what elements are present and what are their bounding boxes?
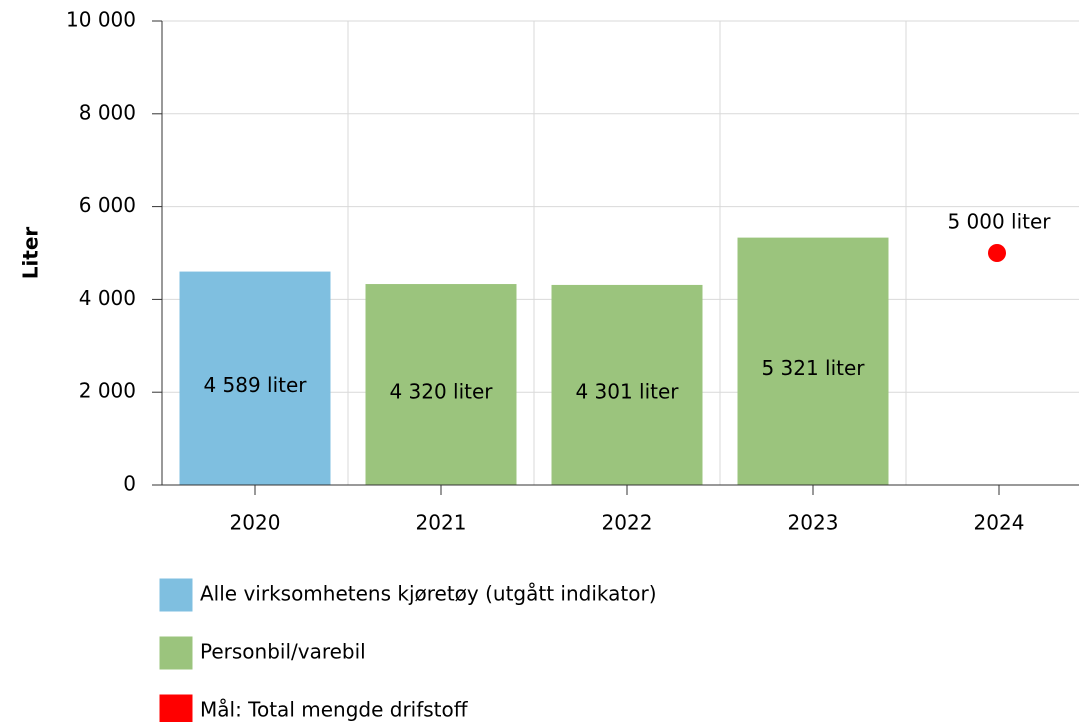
x-tick-label: 2022 bbox=[602, 511, 653, 535]
bar bbox=[737, 237, 889, 486]
legend-label: Mål: Total mengde drifstoff bbox=[200, 698, 469, 722]
legend-label: Personbil/varebil bbox=[200, 640, 366, 664]
x-tick-label: 2024 bbox=[974, 511, 1025, 535]
y-tick-label: 8 000 bbox=[79, 100, 136, 124]
point bbox=[988, 244, 1006, 262]
x-tick-label: 2023 bbox=[788, 511, 839, 535]
x-tick-label: 2021 bbox=[416, 511, 467, 535]
y-tick-label: 0 bbox=[123, 472, 136, 496]
x-tick-label: 2020 bbox=[230, 511, 281, 535]
legend-swatch bbox=[159, 578, 193, 612]
y-tick-label: 2 000 bbox=[79, 379, 136, 403]
legend-label: Alle virksomhetens kjøretøy (utgått indi… bbox=[200, 582, 657, 606]
data-label: 4 320 liter bbox=[389, 379, 493, 403]
legend-swatch bbox=[159, 636, 193, 670]
y-tick-label: 10 000 bbox=[66, 8, 136, 32]
legend-swatch bbox=[159, 694, 193, 722]
data-label: 5 000 liter bbox=[947, 210, 1051, 234]
y-tick-label: 4 000 bbox=[79, 286, 136, 310]
data-label: 4 301 liter bbox=[575, 380, 679, 404]
data-label: 5 321 liter bbox=[761, 356, 865, 380]
y-axis-label: Liter bbox=[19, 227, 43, 280]
data-label: 4 589 liter bbox=[203, 373, 307, 397]
bar bbox=[551, 284, 703, 486]
y-tick-label: 6 000 bbox=[79, 193, 136, 217]
